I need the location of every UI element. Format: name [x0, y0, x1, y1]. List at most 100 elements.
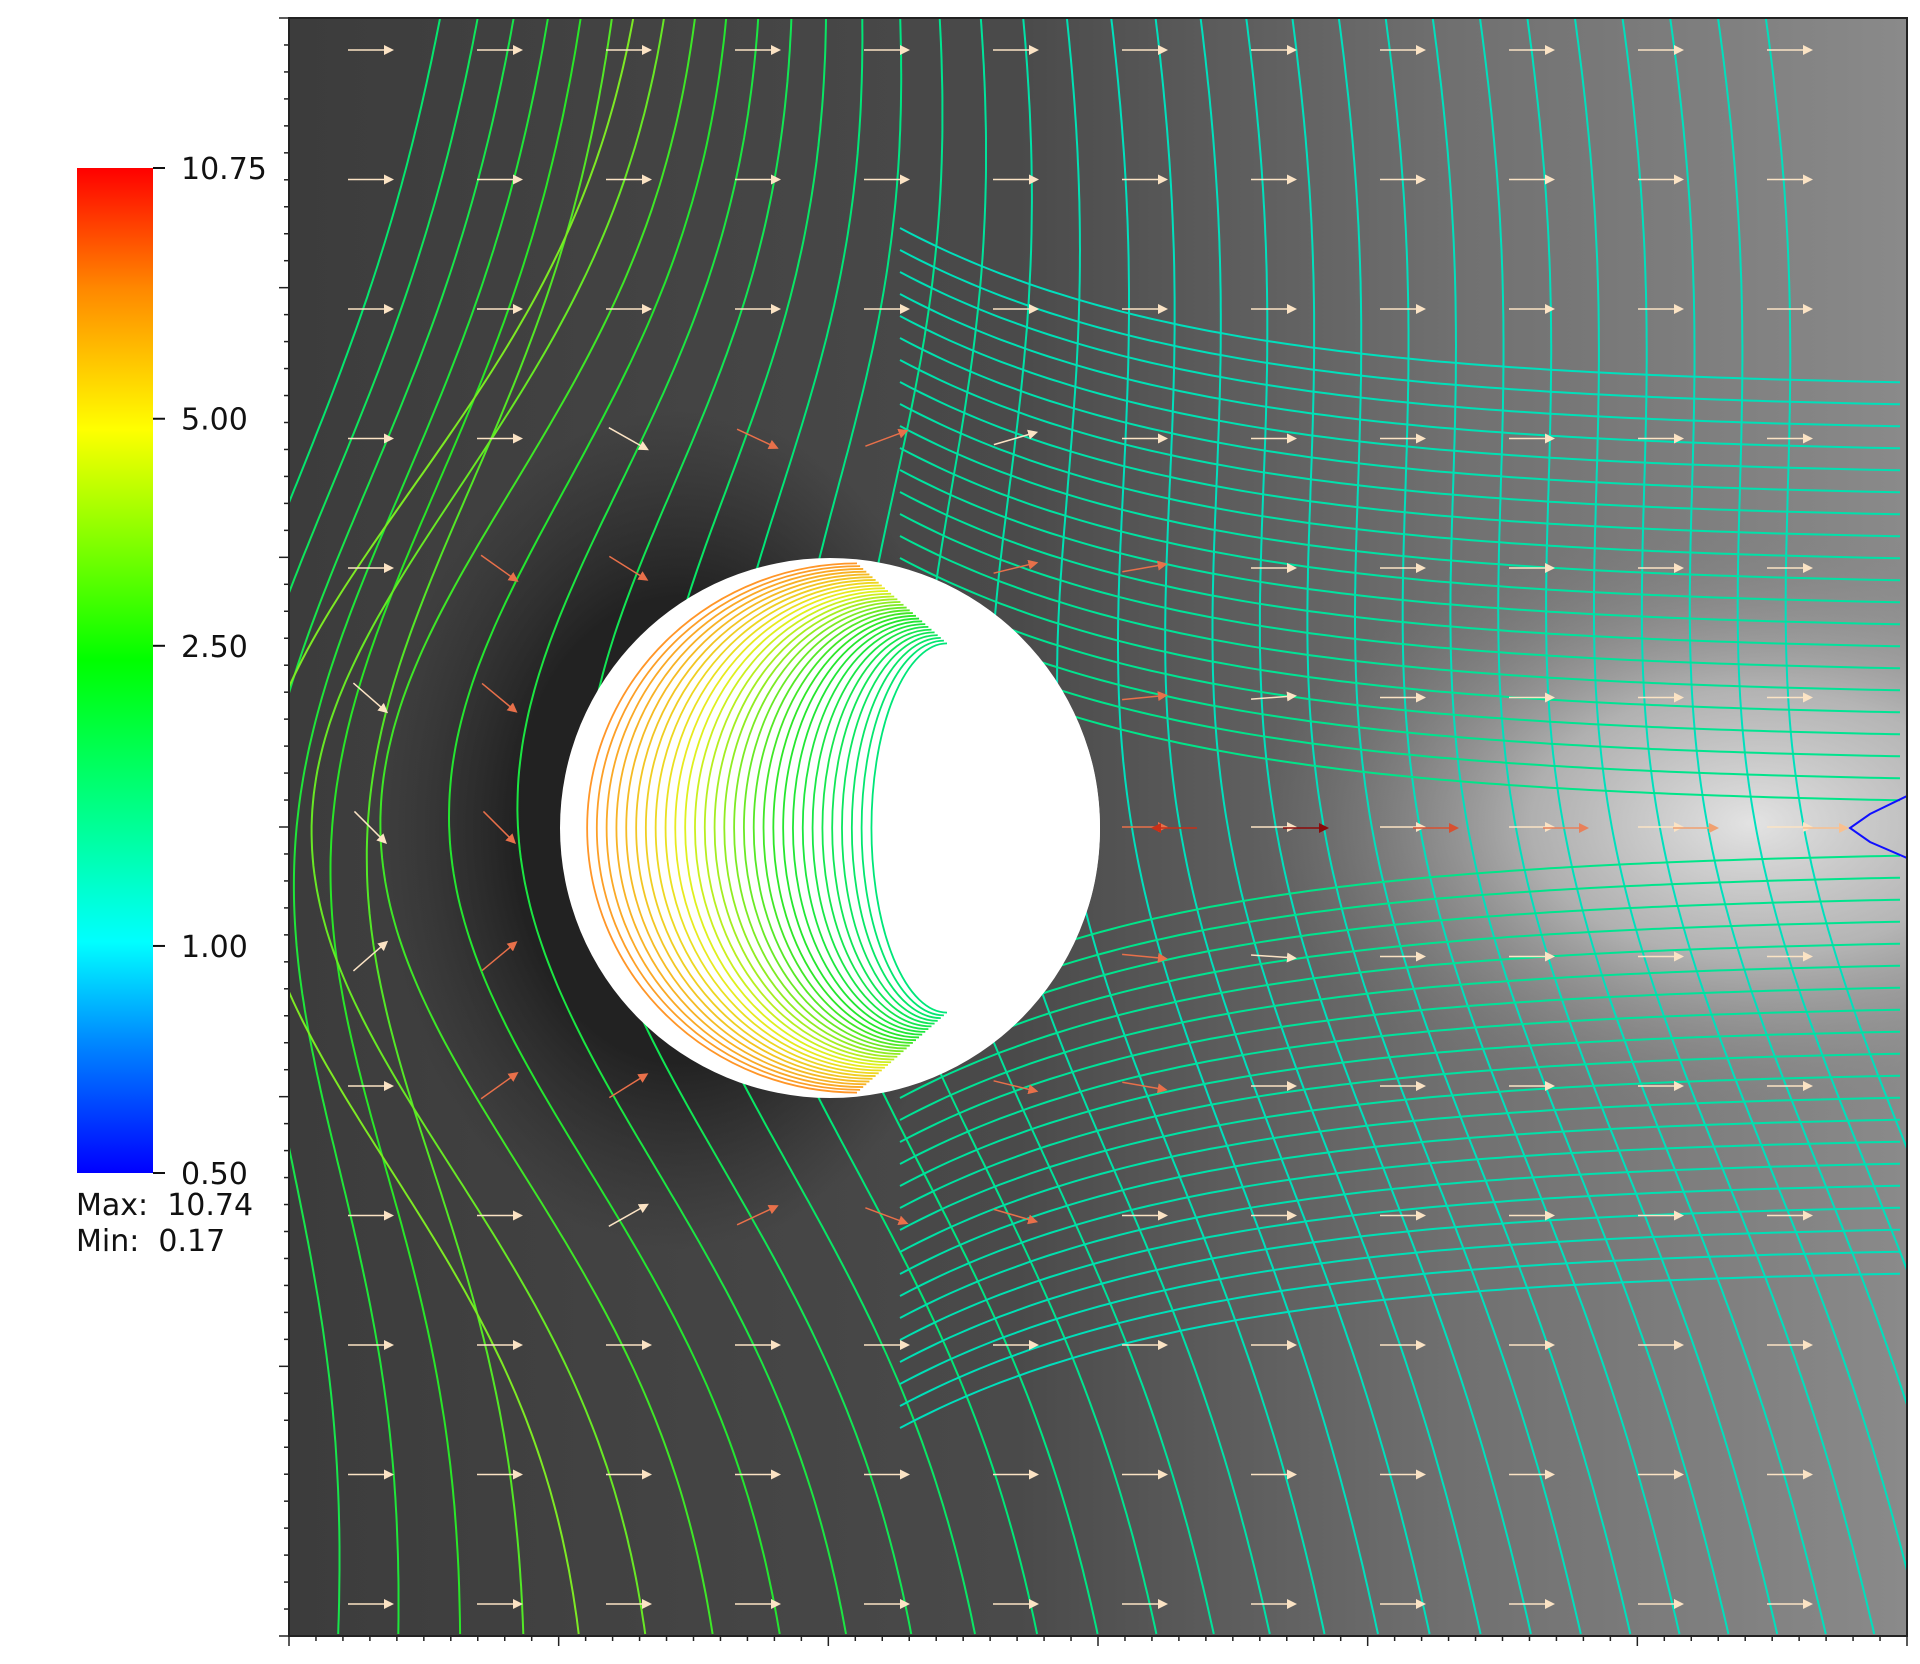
wake-streamline [899, 557, 1901, 714]
plot-area [289, 18, 1907, 1636]
colorbar [77, 168, 153, 1173]
streamline [1110, 18, 1379, 1635]
wake-streamline [899, 1272, 1901, 1429]
wake-streamline [899, 271, 1901, 428]
colorbar-tick-label: 5.00 [181, 403, 248, 438]
vector-arrow [608, 1073, 649, 1099]
contour-arc [772, 614, 916, 1042]
contour-arc [733, 603, 904, 1053]
contour-arc [763, 612, 913, 1044]
wake-streamline [899, 447, 1901, 604]
vector-arrow [865, 1207, 909, 1226]
vector-arrow [481, 682, 518, 713]
streamline [516, 18, 847, 1635]
contour-arc [654, 581, 879, 1075]
wake-streamline [899, 1008, 1901, 1165]
vector-arrow [993, 1208, 1039, 1225]
vector-arrow [865, 428, 909, 447]
wake-streamline [899, 293, 1901, 450]
vector-arrow [993, 559, 1039, 574]
contour-arc [870, 642, 948, 1014]
colorbar-tick-label: 1.00 [181, 930, 248, 965]
streamline [1669, 18, 1907, 1408]
vector-arrow [353, 810, 387, 844]
vector-arrow [1122, 560, 1168, 573]
vector-arrow [1122, 952, 1168, 963]
contour-arc [792, 620, 923, 1036]
axis-ticks [279, 17, 1908, 1646]
wake-streamline [899, 1162, 1901, 1319]
vector-arrow [481, 941, 518, 972]
vector-arrow [608, 427, 649, 451]
streamline [1431, 18, 1730, 1635]
contour-arc [831, 631, 935, 1025]
wake-streamline [899, 1118, 1901, 1275]
color-legend: 10.75 5.00 2.50 1.00 0.50 [77, 152, 267, 1192]
streamline [289, 18, 515, 1635]
contour-arc [841, 634, 938, 1022]
wake-streamline [899, 227, 1901, 384]
wake-streamline [899, 1206, 1901, 1363]
streamline [292, 18, 549, 1635]
wake-streamline [899, 425, 1901, 582]
blue-contour [1848, 795, 1907, 859]
streamline [1573, 18, 1876, 1635]
wake-streamline [899, 876, 1901, 1033]
wake-streamline [899, 964, 1901, 1121]
wake-streamline [899, 535, 1901, 692]
wake-streamline [899, 986, 1901, 1143]
contour-arc [635, 576, 873, 1080]
streamline [1199, 18, 1482, 1635]
streamline [289, 18, 442, 506]
wake-streamline [899, 1140, 1901, 1297]
contour-arc [860, 639, 944, 1017]
wake-streamline [899, 579, 1901, 736]
wake-streamline [899, 491, 1901, 648]
wake-streamline [899, 469, 1901, 626]
streamline [1621, 18, 1907, 1575]
obstacle-region [560, 558, 1100, 1098]
contour-arc [812, 625, 929, 1031]
vector-arrow [480, 554, 519, 582]
wake-streamline [899, 1228, 1901, 1385]
vector-arrow [352, 940, 389, 972]
contour-arc [675, 587, 885, 1069]
wake-streamline [899, 403, 1901, 560]
contour-arc [723, 601, 901, 1055]
wake-streamline [899, 1030, 1901, 1187]
vector-arrow [736, 1205, 779, 1226]
wake-streamline [899, 601, 1901, 758]
vector-arrow [352, 682, 389, 714]
vector-arrow [608, 1203, 649, 1227]
streamline [289, 18, 479, 596]
streamline [310, 18, 665, 1635]
contour-arc [850, 636, 941, 1020]
streamline [1717, 18, 1907, 1273]
streamline [1526, 18, 1827, 1635]
streamline [1154, 18, 1431, 1635]
wake-streamline [899, 920, 1901, 1077]
streamline [1479, 18, 1779, 1635]
vector-arrow [482, 810, 516, 844]
streamline [1245, 18, 1532, 1635]
wake-streamline [899, 898, 1901, 1055]
vector-arrow [1122, 691, 1168, 702]
streamline [289, 18, 635, 1635]
streamline [329, 18, 582, 1635]
colorbar-tick-label: 10.75 [181, 152, 267, 187]
colorbar-ticks: 10.75 5.00 2.50 1.00 0.50 [153, 152, 267, 1192]
vector-arrow [993, 1080, 1039, 1095]
wake-streamline [899, 315, 1901, 472]
contour-arc [782, 617, 920, 1039]
contour-arc [821, 628, 932, 1028]
wake-streamline [899, 513, 1901, 670]
vector-arrow [1251, 691, 1297, 702]
streamline [447, 18, 781, 1635]
wake-streamline [899, 359, 1901, 516]
contour-arc [703, 595, 895, 1061]
obstacle-wake-cap [920, 668, 1100, 988]
vector-arrow [1251, 952, 1297, 963]
streamline [365, 18, 613, 1635]
wake-streamline [899, 1250, 1901, 1407]
